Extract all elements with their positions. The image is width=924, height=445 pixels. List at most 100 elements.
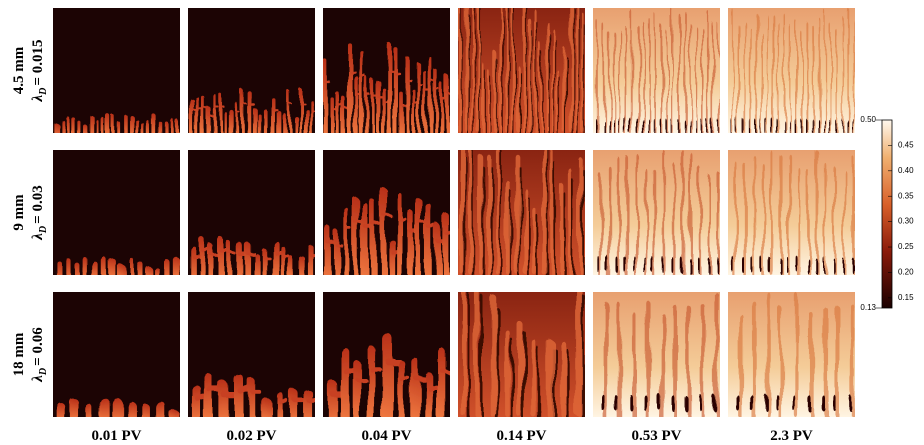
finger	[542, 150, 547, 275]
streak	[783, 13, 786, 133]
branch	[377, 96, 384, 99]
gap	[717, 119, 719, 133]
gap	[814, 257, 817, 273]
finger	[428, 57, 432, 133]
dark-streak	[490, 76, 492, 133]
finger	[490, 295, 497, 417]
finger	[65, 116, 70, 133]
finger	[575, 292, 583, 417]
colorbar-tick-label: 0.15	[898, 293, 914, 302]
finger	[229, 109, 234, 133]
streak	[807, 23, 810, 133]
streak	[818, 17, 821, 133]
streak	[847, 8, 850, 133]
streak	[663, 150, 666, 275]
streak	[755, 12, 758, 133]
streak	[631, 312, 637, 417]
fingers	[731, 8, 855, 133]
streak	[695, 25, 697, 133]
finger	[247, 91, 252, 133]
dark-streak	[565, 349, 570, 417]
gap	[800, 119, 802, 133]
streak	[643, 22, 645, 133]
finger	[471, 8, 474, 133]
finger	[223, 111, 227, 133]
streak	[604, 301, 609, 417]
panel-body	[728, 150, 855, 275]
finger	[289, 389, 298, 417]
finger	[118, 263, 125, 275]
finger	[64, 257, 70, 275]
dark-streak	[565, 55, 567, 133]
branch	[271, 107, 278, 110]
streak	[625, 155, 629, 275]
branch	[371, 222, 381, 226]
row-lambda: λD = 0.06	[30, 327, 49, 383]
dark-streak	[553, 162, 556, 275]
panel	[593, 292, 720, 417]
finger	[534, 8, 537, 133]
finger	[275, 391, 283, 417]
branch	[343, 368, 358, 374]
finger	[254, 253, 260, 275]
branch	[426, 224, 437, 229]
gap	[684, 395, 688, 411]
finger	[147, 121, 150, 133]
gap	[812, 119, 814, 133]
finger	[481, 62, 484, 133]
fingers	[460, 150, 584, 275]
dark-streak	[548, 32, 550, 133]
gap	[602, 119, 604, 133]
streak	[617, 157, 620, 275]
finger	[505, 181, 511, 275]
colorbar-tick-label: 0.40	[898, 166, 914, 175]
branch	[277, 399, 289, 404]
symbol: λ	[30, 375, 46, 383]
gap	[817, 119, 820, 133]
finger	[56, 402, 65, 417]
streak	[794, 293, 799, 417]
finger	[287, 90, 291, 133]
streak	[795, 20, 798, 133]
branch	[311, 110, 315, 112]
finger	[173, 257, 180, 275]
finger	[190, 384, 201, 417]
colorbar-tick-label: 0.20	[898, 268, 914, 277]
gap	[597, 257, 600, 273]
branch	[221, 392, 239, 399]
finger	[233, 374, 244, 417]
finger	[59, 119, 64, 133]
finger	[505, 8, 508, 133]
finger	[112, 115, 116, 133]
branch	[242, 103, 247, 105]
streak	[706, 10, 709, 133]
gap	[711, 119, 713, 133]
branch	[440, 97, 447, 101]
branch	[196, 107, 202, 110]
fingers	[54, 256, 180, 275]
finger	[134, 118, 138, 133]
symbol: λ	[30, 233, 46, 241]
branch	[440, 368, 450, 374]
value: = 0.03	[30, 185, 46, 224]
finger	[397, 359, 405, 417]
gap	[680, 257, 683, 273]
branch	[218, 247, 229, 252]
finger	[343, 207, 348, 275]
dark-streak	[559, 76, 561, 133]
streak	[807, 171, 811, 275]
gap	[660, 119, 662, 133]
streak	[789, 23, 791, 133]
finger	[433, 68, 437, 133]
streak	[686, 304, 691, 417]
panel	[188, 292, 315, 417]
finger	[397, 193, 403, 275]
subscript: D	[38, 226, 49, 234]
finger	[522, 8, 526, 133]
gap	[619, 119, 621, 133]
finger	[517, 321, 523, 417]
finger	[212, 93, 216, 133]
gap	[846, 119, 848, 133]
finger	[539, 43, 542, 133]
finger	[158, 120, 162, 133]
